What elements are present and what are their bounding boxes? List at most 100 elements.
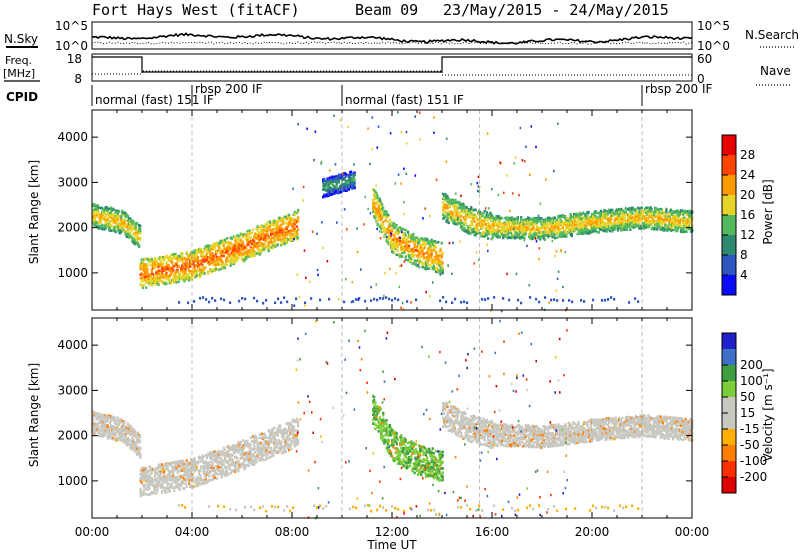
scatter-cell (223, 298, 226, 302)
scatter-cell (258, 243, 261, 247)
scatter-cell (386, 215, 389, 218)
scatter-cell (178, 255, 182, 258)
noise-cell (455, 192, 457, 195)
scatter-cell (232, 262, 236, 266)
scatter-cell (444, 206, 447, 210)
scatter-cell (255, 227, 258, 231)
scatter-cell (222, 244, 225, 248)
scatter-cell (569, 217, 572, 220)
scatter-cell (255, 244, 258, 247)
scatter-cell (187, 254, 191, 258)
scatter-cell (200, 248, 203, 251)
freq-strip: Freq. [MHz] 18 8 60 0 Nave (3, 52, 791, 86)
scatter-cell (93, 410, 96, 414)
velocity-scatter (92, 318, 694, 520)
scatter-cell (406, 249, 410, 252)
scatter-cell (576, 232, 579, 236)
noise-cell (316, 232, 318, 235)
scatter-cell (258, 253, 261, 256)
scatter-cell (601, 222, 604, 226)
noise-cell (509, 209, 511, 213)
scatter-cell (200, 250, 203, 253)
scatter-cell (124, 219, 127, 222)
scatter-cell (268, 228, 272, 231)
scatter-cell (195, 249, 198, 252)
scatter-cell (258, 233, 261, 237)
scatter-cell (394, 226, 397, 229)
noise-cell (369, 162, 371, 166)
scatter-cell (403, 246, 406, 250)
scatter-cell (134, 224, 137, 228)
scatter-cell (240, 244, 243, 248)
scatter-cell (249, 252, 252, 256)
noise-cell (506, 272, 508, 276)
scatter-cell (511, 223, 514, 226)
scatter-cell (484, 222, 487, 226)
scatter-cell (558, 229, 561, 233)
scatter-cell (272, 240, 275, 244)
scatter-cell (93, 208, 96, 212)
scatter-cell (552, 232, 555, 236)
scatter-cell (661, 221, 665, 224)
scatter-cell (386, 213, 389, 217)
scatter-cell (162, 272, 165, 276)
scatter-cell (544, 229, 548, 233)
scatter-cell (396, 240, 399, 243)
scatter-cell (516, 224, 519, 228)
scatter-cell (122, 213, 125, 217)
scatter-cell (331, 181, 334, 184)
scatter-cell (549, 217, 552, 221)
scatter-cell (105, 220, 108, 223)
scatter-cell (580, 217, 584, 220)
scatter-cell (620, 207, 623, 211)
scatter-cell (542, 237, 545, 240)
scatter-cell (557, 220, 560, 223)
scatter-cell (99, 428, 103, 432)
scatter-cell (550, 232, 553, 236)
scatter-cell (140, 263, 143, 266)
scatter-cell (194, 270, 197, 274)
scatter-cell (423, 246, 426, 249)
scatter-cell (247, 255, 250, 258)
noise-cell (535, 240, 538, 243)
scatter-cell (519, 231, 522, 235)
scatter-cell (347, 188, 351, 191)
scatter-cell (670, 226, 674, 230)
noise-cell (476, 189, 479, 193)
scatter-cell (404, 255, 407, 258)
scatter-cell (491, 236, 494, 239)
noise-cell (479, 185, 481, 189)
scatter-cell (304, 301, 307, 305)
scatter-cell (519, 221, 522, 225)
scatter-cell (274, 238, 277, 242)
scatter-cell (610, 296, 613, 299)
colorbar-tick-label: 28 (740, 148, 755, 162)
scatter-cell (687, 225, 690, 228)
scatter-cell (119, 227, 122, 231)
freq-trace (92, 56, 692, 73)
scatter-cell (597, 231, 600, 234)
scatter-cell (382, 220, 385, 224)
scatter-cell (552, 234, 555, 238)
scatter-cell (396, 249, 399, 252)
scatter-cell (208, 259, 211, 263)
scatter-cell (467, 208, 471, 211)
scatter-cell (373, 297, 376, 301)
scatter-cell (265, 237, 268, 241)
scatter-cell (555, 227, 558, 230)
scatter-cell (382, 206, 385, 210)
scatter-cell (592, 227, 595, 230)
scatter-cell (515, 217, 518, 220)
scatter-cell (219, 249, 222, 252)
scatter-cell (596, 219, 599, 223)
scatter-cell (204, 254, 207, 258)
scatter-cell (610, 221, 613, 224)
scatter-cell (600, 213, 603, 217)
scatter-cell (390, 221, 393, 225)
scatter-cell (104, 431, 107, 434)
scatter-cell (628, 220, 631, 223)
scatter-cell (413, 236, 416, 239)
scatter-cell (383, 234, 386, 237)
scatter-cell (660, 222, 663, 226)
scatter-cell (154, 263, 157, 266)
